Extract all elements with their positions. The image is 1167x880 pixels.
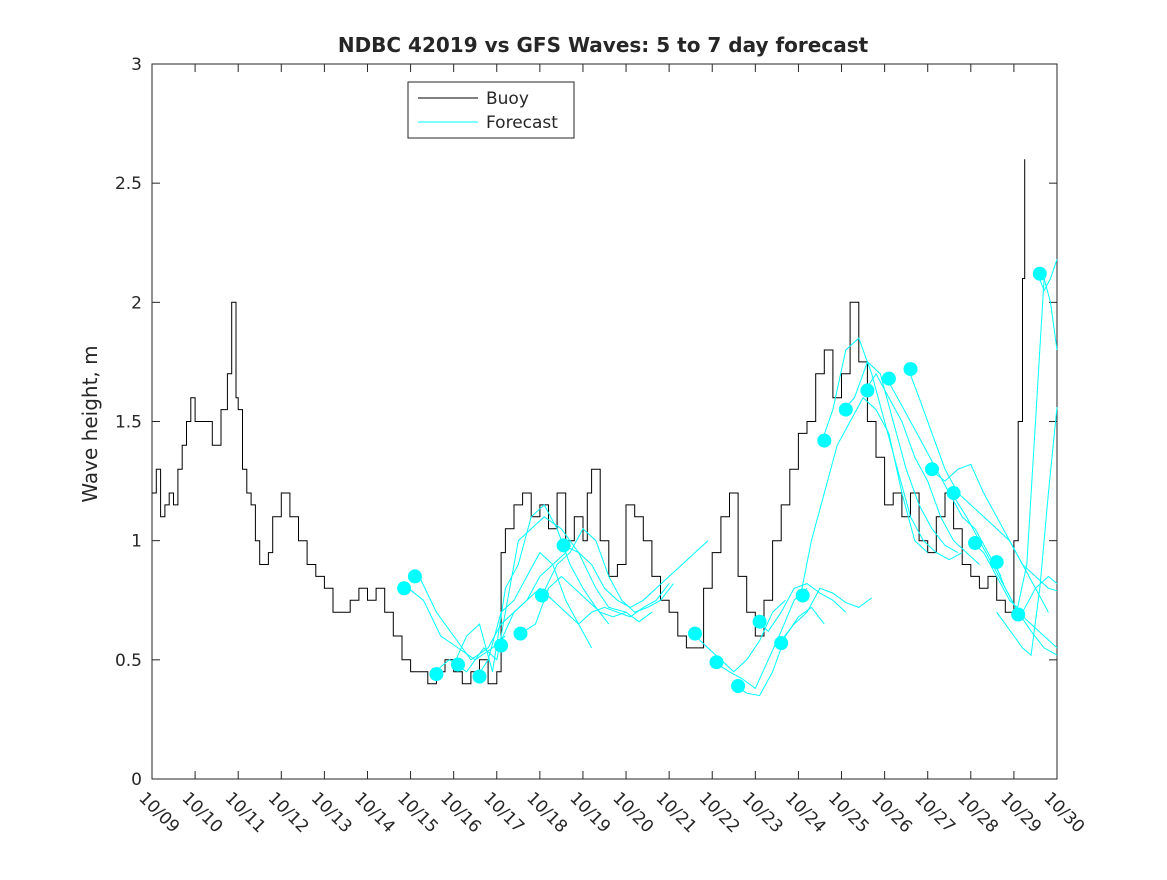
- forecast-marker: [397, 581, 412, 596]
- forecast-marker: [535, 588, 549, 603]
- forecast-series-line: [996, 407, 1058, 657]
- forecast-marker: [513, 626, 528, 641]
- forecast-marker: [946, 486, 961, 500]
- forecast-marker: [774, 636, 789, 651]
- forecast-marker: [494, 638, 509, 653]
- buoy-series-line: [152, 159, 1026, 685]
- plot-area: 00.511.522.5310/0910/1010/1110/1210/1310…: [115, 55, 1088, 837]
- axes-box: [151, 63, 1058, 780]
- forecast-marker: [472, 669, 487, 684]
- forecast-series-line: [778, 587, 872, 644]
- legend: Buoy Forecast: [407, 81, 575, 139]
- legend-label-forecast: Forecast: [486, 113, 558, 133]
- forecast-series-line: [563, 540, 709, 608]
- forecast-marker: [731, 679, 746, 693]
- forecast-series-line: [714, 587, 808, 690]
- forecast-marker: [838, 402, 853, 417]
- forecast-series-line: [692, 599, 786, 673]
- y-tick-label: 1: [131, 532, 142, 552]
- forecast-series-line: [864, 372, 980, 565]
- forecast-marker: [1011, 607, 1026, 622]
- forecast-series-line: [431, 516, 627, 675]
- forecast-marker: [795, 588, 810, 603]
- y-axis-label: Wave height, m: [78, 345, 102, 502]
- forecast-series-line: [994, 561, 1058, 649]
- forecast-series-line: [757, 583, 847, 632]
- forecast-series-line: [929, 463, 1058, 592]
- forecast-series-line: [821, 337, 963, 561]
- forecast-marker: [752, 614, 767, 629]
- forecast-marker: [556, 538, 571, 553]
- forecast-series-line: [418, 552, 567, 661]
- legend-label-buoy: Buoy: [486, 89, 529, 109]
- forecast-series-line: [907, 368, 1049, 613]
- forecast-series-line: [972, 542, 1058, 614]
- forecast-series-line: [476, 551, 593, 677]
- forecast-marker: [968, 536, 983, 550]
- y-tick-label: 2: [131, 293, 142, 313]
- y-tick-label: 2.5: [115, 174, 142, 194]
- forecast-marker: [709, 655, 724, 670]
- forecast-series-line: [453, 504, 610, 672]
- forecast-marker: [688, 626, 702, 641]
- forecast-marker: [451, 657, 465, 672]
- y-tick-label: 0: [131, 770, 142, 790]
- y-tick-label: 1.5: [115, 413, 142, 433]
- forecast-series-line: [541, 527, 674, 613]
- forecast-series-line: [408, 587, 506, 661]
- forecast-marker: [925, 462, 939, 477]
- chart-title: NDBC 42019 vs GFS Waves: 5 to 7 day fore…: [338, 33, 869, 57]
- forecast-series-line: [843, 361, 959, 554]
- forecast-series-line: [498, 583, 670, 646]
- y-tick-label: 0.5: [115, 651, 142, 671]
- forecast-series-line: [800, 396, 929, 596]
- forecast-marker: [1032, 266, 1047, 281]
- legend-box: [407, 81, 575, 139]
- forecast-marker: [989, 555, 1004, 570]
- forecast-series-line: [1015, 278, 1058, 615]
- forecast-series-line: [1037, 259, 1058, 292]
- forecast-marker: [429, 667, 444, 682]
- forecast-marker: [817, 433, 832, 448]
- forecast-marker: [881, 371, 896, 386]
- forecast-marker: [407, 569, 422, 584]
- forecast-marker: [903, 362, 918, 377]
- y-tick-label: 3: [131, 55, 142, 75]
- forecast-marker: [860, 383, 875, 398]
